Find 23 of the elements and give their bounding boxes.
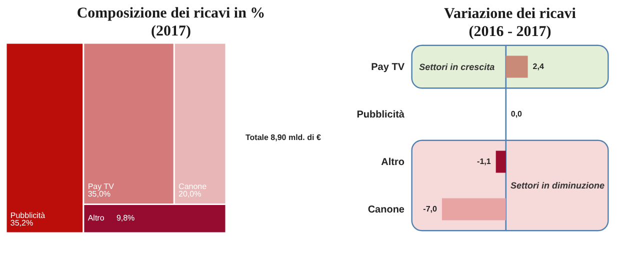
data-label: -7,0 bbox=[423, 204, 438, 214]
data-label: 0,0 bbox=[510, 109, 523, 118]
category-label: Altro bbox=[88, 214, 105, 223]
category-label: Pubblicità bbox=[10, 210, 46, 220]
data-label: 35,2% bbox=[10, 218, 34, 228]
data-label: 20,0% bbox=[178, 190, 202, 199]
y-tick-label: Pay TV bbox=[371, 62, 405, 73]
data-label: 2,4 bbox=[532, 62, 544, 71]
text: (2017) bbox=[151, 23, 191, 40]
band-label: Settori in crescita bbox=[419, 62, 495, 72]
text: Composizione dei ricavi in % bbox=[76, 5, 266, 22]
chart-subtitle: (2016 - 2017) bbox=[468, 24, 552, 40]
chart-title: Variazione dei ricavi bbox=[444, 6, 576, 22]
data-label: 9,8% bbox=[116, 214, 135, 223]
category-label: Canone bbox=[178, 182, 208, 192]
band-label: Settori in diminuzione bbox=[510, 180, 605, 190]
y-tick-label: Pubblicità bbox=[356, 109, 405, 120]
data-label: 35,0% bbox=[88, 190, 111, 199]
text: Totale 8,90 mld. di € bbox=[245, 133, 322, 142]
data-label: -1,1 bbox=[477, 156, 492, 166]
category-label: Pay TV bbox=[88, 182, 115, 192]
y-tick-label: Altro bbox=[381, 156, 404, 168]
y-tick-label: Canone bbox=[368, 204, 405, 216]
